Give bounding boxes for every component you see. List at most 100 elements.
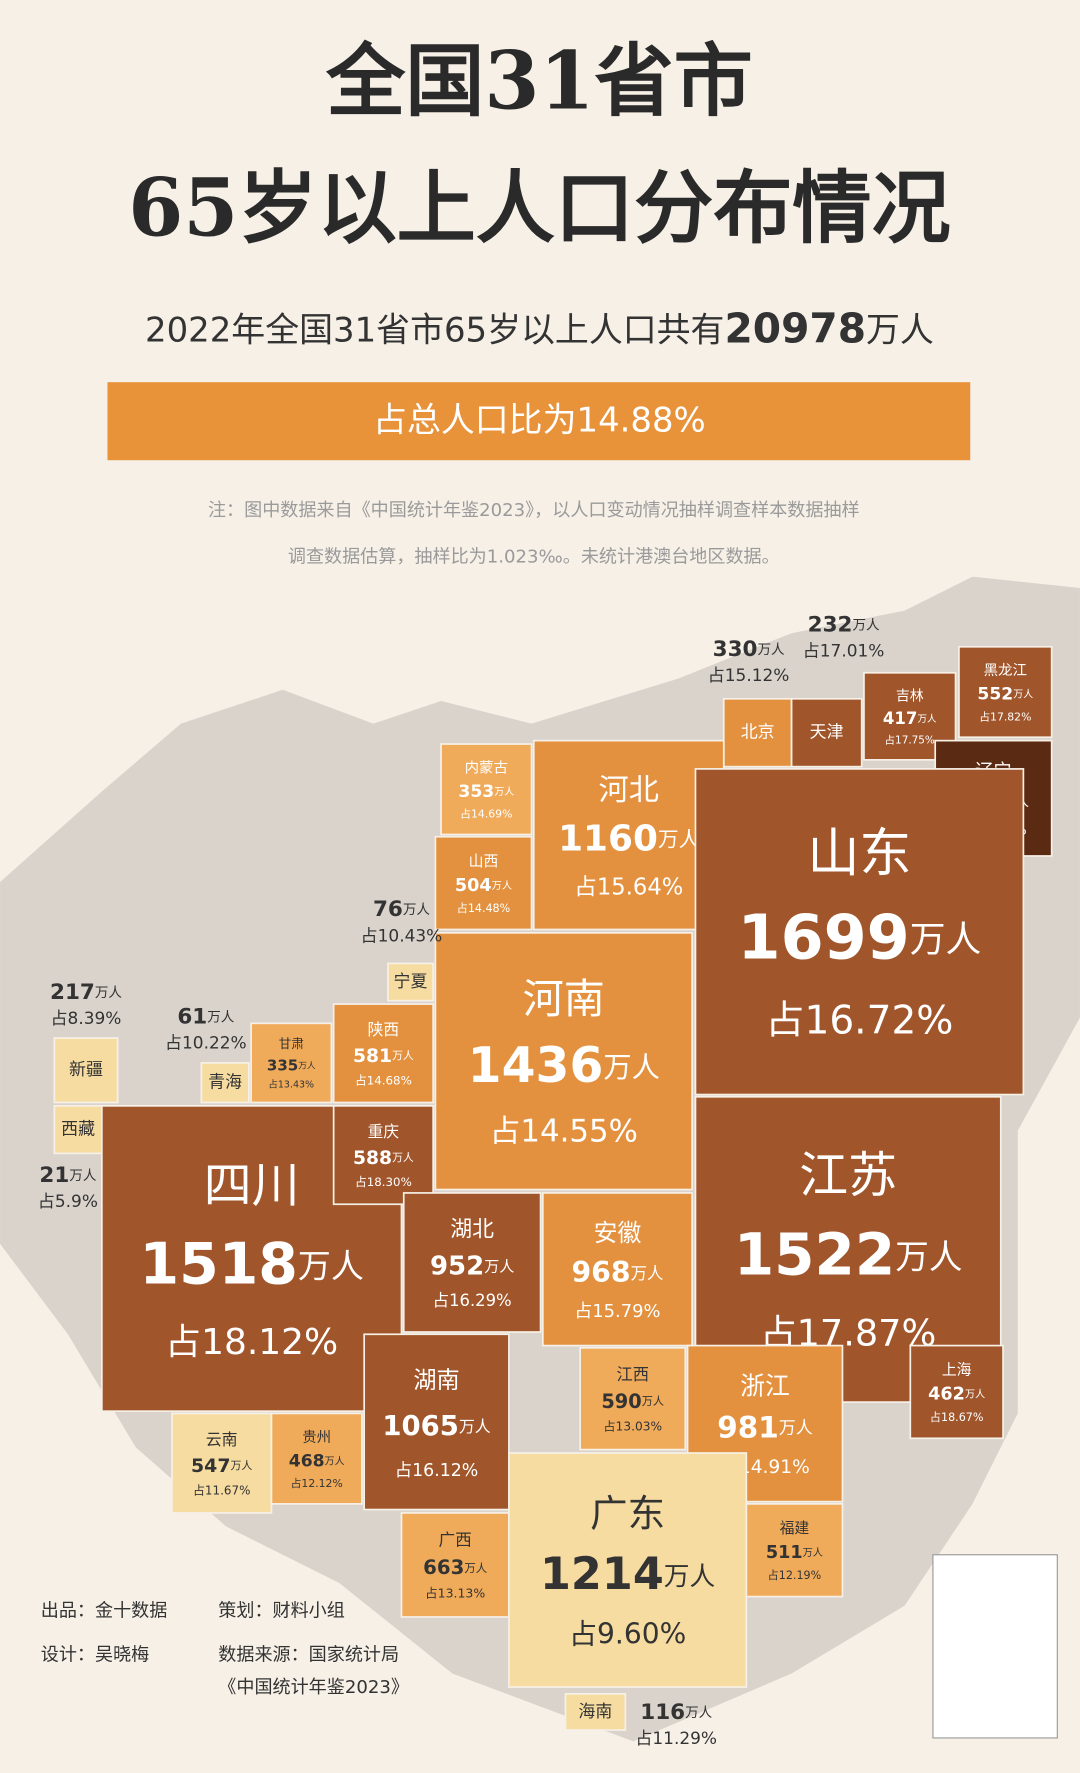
unit: 万人 (603, 1051, 659, 1084)
value: 663 (423, 1556, 464, 1579)
unit: 万人 (895, 1237, 962, 1276)
unit: 万人 (664, 1562, 715, 1592)
title: 65岁以上人口分布情况 (128, 161, 950, 254)
province-name: 湖南 (413, 1368, 459, 1394)
credit: 《中国统计年鉴2023》 (218, 1677, 409, 1698)
province-name: 福建 (780, 1520, 810, 1537)
province-share: 占11.67% (193, 1483, 250, 1498)
province-share: 占16.12% (395, 1461, 479, 1481)
province-value: 330万人 (713, 637, 785, 662)
province-value: 504万人 (455, 876, 512, 896)
province-tile (363, 1333, 510, 1511)
credit: 设计：吴晓梅 (41, 1644, 149, 1665)
unit: 万人 (658, 828, 700, 852)
province-name: 陕西 (368, 1020, 399, 1039)
province-name: 四川 (204, 1158, 300, 1213)
province-value: 981万人 (717, 1410, 812, 1444)
province-tile (200, 1062, 250, 1104)
province-value: 547万人 (191, 1455, 252, 1477)
value: 1214 (540, 1549, 664, 1600)
value: 981 (717, 1410, 778, 1444)
province-tile (171, 1412, 273, 1514)
unit: 万人 (403, 902, 431, 918)
value: 590 (601, 1389, 641, 1412)
province-tile (434, 932, 693, 1191)
value: 417 (883, 708, 918, 727)
value: 330 (713, 637, 758, 662)
province-value: 232万人 (808, 612, 880, 637)
province-tile (508, 1452, 748, 1688)
unit: 万人 (642, 1395, 664, 1408)
note: 注：图中数据来自《中国统计年鉴2023》，以人口变动情况抽样调查样本数据抽样 (208, 500, 860, 521)
value: 547 (191, 1455, 230, 1477)
province-value: 462万人 (928, 1385, 985, 1405)
province-value: 1518万人 (139, 1231, 363, 1297)
province-name: 山东 (807, 824, 911, 884)
value: 76 (373, 897, 403, 922)
province-name: 广西 (439, 1531, 472, 1550)
value: 217 (50, 980, 95, 1005)
province-value: 76万人 (373, 897, 430, 922)
province-share: 占12.12% (291, 1476, 343, 1490)
province-value: 552万人 (977, 685, 1033, 705)
province-tile (53, 1037, 119, 1104)
value: 468 (289, 1451, 325, 1471)
unit: 万人 (1013, 689, 1033, 701)
province-name: 贵州 (302, 1429, 331, 1446)
province-tile (332, 1003, 434, 1104)
value: 581 (353, 1046, 392, 1067)
tile-map: 北京330万人占15.12%天津232万人占17.01%吉林417万人占17.7… (38, 612, 1053, 1748)
unit: 万人 (484, 1257, 514, 1275)
province-share: 占10.43% (361, 925, 443, 945)
value: 1699 (738, 902, 910, 974)
province-share: 占14.68% (355, 1073, 412, 1087)
province-share: 占13.43% (268, 1079, 314, 1091)
value: 552 (977, 685, 1013, 705)
province-value: 968万人 (571, 1256, 663, 1289)
province-share: 占17.01% (803, 640, 885, 660)
unit: 万人 (95, 985, 123, 1001)
province-share: 占17.75% (885, 734, 935, 747)
province-tile (694, 768, 1025, 1096)
province-name: 上海 (942, 1362, 972, 1379)
province-tile (332, 1105, 434, 1206)
value: 1065 (382, 1410, 459, 1442)
province-tile (387, 962, 434, 1002)
province-tile (400, 1512, 510, 1618)
unit: 万人 (917, 713, 937, 724)
unit: 万人 (325, 1455, 345, 1467)
title: 全国31省市 (325, 35, 753, 128)
province-value: 1160万人 (558, 819, 700, 860)
province-value: 588万人 (353, 1148, 414, 1169)
province-tile (579, 1346, 687, 1451)
province-name: 北京 (741, 722, 775, 742)
unit: 万人 (757, 642, 785, 658)
province-share: 占17.82% (979, 709, 1031, 723)
value: 1436 (468, 1038, 604, 1094)
province-name: 安徽 (594, 1219, 642, 1247)
unit: 万人 (803, 1547, 823, 1559)
value: 462 (928, 1385, 965, 1405)
province-value: 511万人 (766, 1543, 823, 1563)
province-share: 占18.67% (930, 1410, 983, 1424)
province-value: 1522万人 (734, 1221, 963, 1289)
unit: 万人 (631, 1263, 664, 1282)
province-value: 1214万人 (540, 1549, 715, 1600)
province-value: 1436万人 (468, 1038, 660, 1094)
province-value: 61万人 (177, 1005, 234, 1030)
province-share: 占5.9% (38, 1191, 98, 1211)
